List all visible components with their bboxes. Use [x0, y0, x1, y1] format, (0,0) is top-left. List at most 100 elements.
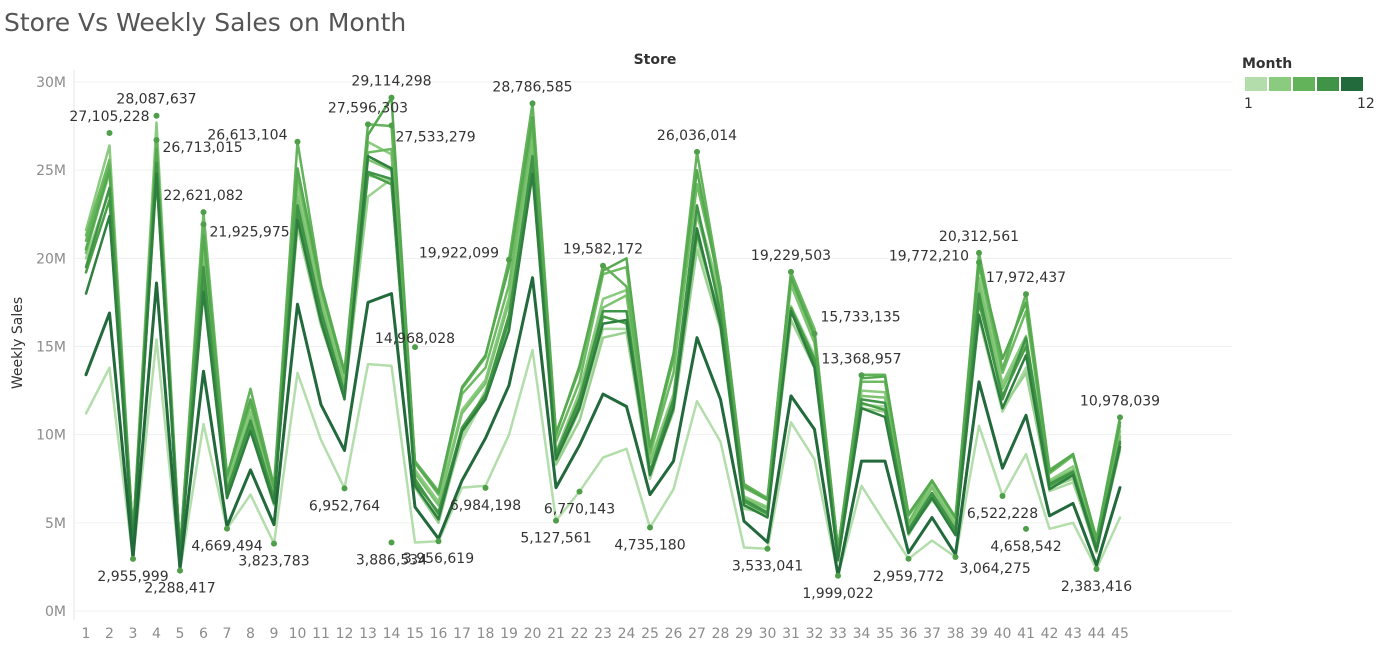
x-tick-label: 26 — [665, 626, 683, 642]
data-point-marker[interactable] — [647, 524, 653, 531]
data-point-marker[interactable] — [835, 572, 841, 579]
x-tick-label: 38 — [947, 626, 965, 642]
data-label: 19,582,172 — [563, 242, 643, 258]
data-label: 2,955,999 — [97, 569, 168, 585]
data-label: 3,956,619 — [403, 551, 474, 567]
data-point-marker[interactable] — [200, 221, 207, 228]
data-label: 15,733,135 — [821, 310, 901, 326]
data-point-marker[interactable] — [365, 121, 371, 128]
data-label: 26,713,015 — [163, 140, 243, 156]
data-point-marker[interactable] — [1117, 414, 1123, 421]
data-point-marker[interactable] — [435, 538, 442, 545]
data-point-marker[interactable] — [153, 136, 160, 143]
store-header: Store — [633, 52, 677, 68]
data-label: 13,368,957 — [821, 351, 901, 367]
data-point-marker[interactable] — [482, 484, 489, 491]
data-label: 17,972,437 — [986, 270, 1066, 286]
y-tick-label: 10M — [36, 428, 66, 444]
data-point-marker[interactable] — [576, 488, 583, 495]
data-point-marker[interactable] — [999, 492, 1006, 499]
data-point-marker[interactable] — [788, 268, 794, 275]
data-label: 19,772,210 — [889, 248, 969, 264]
legend-swatch — [1316, 76, 1340, 92]
x-tick-label: 40 — [994, 626, 1012, 642]
series-line-month-1[interactable] — [84, 338, 1122, 578]
x-tick-label: 39 — [970, 626, 988, 642]
data-point-marker[interactable] — [130, 555, 136, 562]
x-tick-label: 35 — [876, 626, 894, 642]
data-label: 4,658,542 — [990, 539, 1061, 555]
x-tick-label: 34 — [853, 626, 871, 642]
data-point-marker[interactable] — [294, 138, 301, 145]
data-label: 19,922,099 — [419, 246, 499, 262]
data-point-marker[interactable] — [858, 372, 865, 379]
x-tick-label: 6 — [199, 626, 208, 642]
data-point-marker[interactable] — [694, 148, 700, 155]
series-line-month-12[interactable] — [84, 276, 1122, 578]
data-label: 5,127,561 — [520, 531, 591, 547]
data-label: 20,312,561 — [939, 229, 1019, 245]
x-tick-label: 18 — [477, 626, 495, 642]
data-label: 28,786,585 — [492, 79, 572, 95]
x-tick-label: 45 — [1111, 626, 1129, 642]
data-point-marker[interactable] — [600, 262, 606, 269]
x-tick-label: 9 — [270, 626, 279, 642]
data-label: 27,596,303 — [328, 100, 408, 116]
data-label: 2,383,416 — [1061, 579, 1132, 595]
y-tick-label: 30M — [36, 75, 66, 91]
data-point-marker[interactable] — [764, 545, 771, 552]
x-tick-label: 12 — [336, 626, 354, 642]
data-point-marker[interactable] — [341, 485, 348, 492]
x-tick-label: 14 — [383, 626, 401, 642]
y-tick-label: 25M — [36, 163, 66, 179]
data-point-marker[interactable] — [905, 555, 912, 562]
x-tick-label: 25 — [641, 626, 659, 642]
series-line-month-8[interactable] — [84, 96, 1122, 553]
data-point-marker[interactable] — [388, 539, 395, 546]
x-tick-label: 4 — [152, 626, 161, 642]
data-point-marker[interactable] — [271, 540, 277, 547]
x-tick-label: 8 — [246, 626, 255, 642]
data-label: 26,036,014 — [657, 128, 737, 144]
data-point-marker[interactable] — [106, 130, 113, 137]
data-point-marker[interactable] — [976, 259, 982, 266]
data-point-marker[interactable] — [1023, 525, 1029, 532]
x-axis: 1 2 3 4 5 6 7 8 9 10 11 12 13 14 15 16 17 18 19 20 21 22 23 24 2… — [82, 626, 1129, 642]
legend-min-label: 1 — [1244, 96, 1253, 112]
legend-title: Month — [1242, 56, 1293, 72]
series-line-month-10[interactable] — [84, 154, 1122, 560]
data-label: 14,968,028 — [375, 331, 455, 347]
data-point-marker[interactable] — [952, 553, 959, 560]
x-tick-label: 19 — [500, 626, 518, 642]
data-point-marker[interactable] — [153, 112, 160, 119]
x-tick-label: 37 — [923, 626, 941, 642]
x-tick-label: 7 — [223, 626, 232, 642]
data-point-marker[interactable] — [412, 344, 418, 351]
series-line-month-11[interactable] — [84, 154, 1122, 562]
data-point-marker[interactable] — [553, 517, 559, 524]
data-point-marker[interactable] — [177, 567, 183, 574]
data-point-marker[interactable] — [976, 249, 982, 256]
data-point-marker[interactable] — [388, 122, 395, 129]
data-label: 4,735,180 — [614, 538, 685, 554]
data-point-marker[interactable] — [529, 100, 536, 107]
legend-swatch — [1244, 76, 1268, 92]
x-tick-label: 3 — [129, 626, 138, 642]
data-point-marker[interactable] — [200, 209, 207, 216]
legend-swatch — [1292, 76, 1316, 92]
x-tick-label: 5 — [176, 626, 185, 642]
y-axis: 0M 5M 10M 15M 20M 25M 30M — [36, 75, 66, 620]
data-point-marker[interactable] — [811, 330, 818, 337]
data-point-marker[interactable] — [388, 94, 395, 101]
data-point-marker[interactable] — [1023, 291, 1029, 298]
data-label: 29,114,298 — [351, 74, 431, 90]
data-point-marker[interactable] — [224, 525, 230, 532]
x-tick-label: 29 — [735, 626, 753, 642]
x-tick-label: 43 — [1064, 626, 1082, 642]
x-tick-label: 44 — [1088, 626, 1106, 642]
y-tick-label: 20M — [36, 251, 66, 267]
data-label: 3,886,534 — [356, 552, 427, 568]
data-point-marker[interactable] — [1093, 565, 1100, 572]
data-point-marker[interactable] — [506, 256, 512, 263]
